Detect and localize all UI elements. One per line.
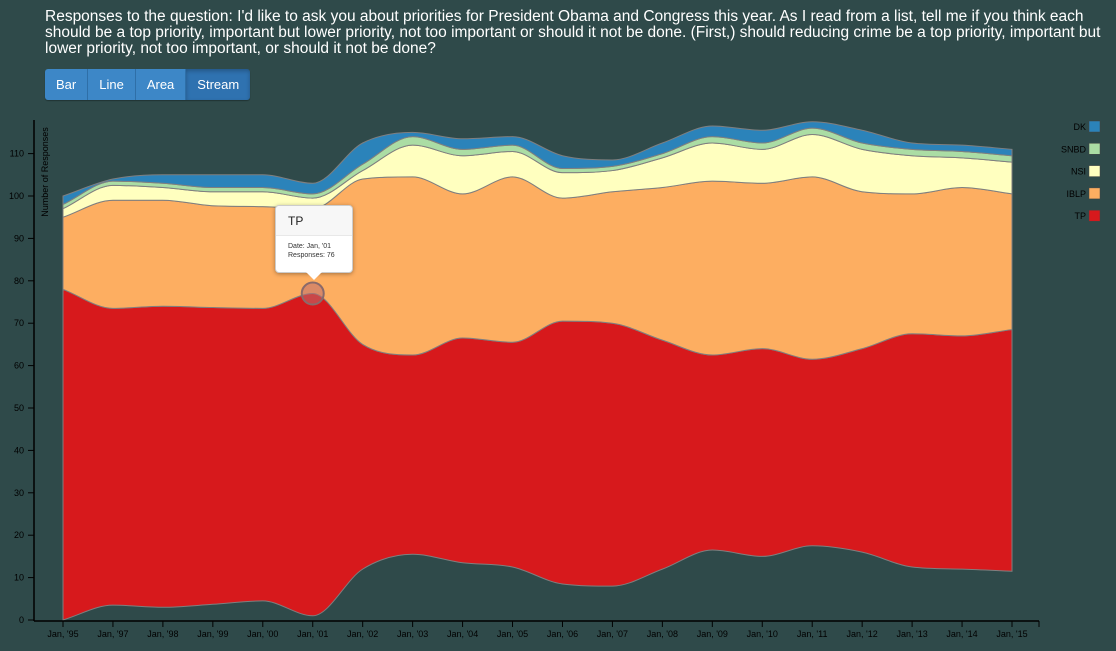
x-tick-label: Jan, '10 [747,629,778,639]
x-tick-label: Jan, '07 [597,629,628,639]
legend-swatch-iblp[interactable] [1088,187,1101,200]
hover-point-marker[interactable] [300,281,325,306]
line-button[interactable]: Line [88,69,136,100]
x-tick-label: Jan, '00 [247,629,278,639]
y-tick-label: 110 [10,149,24,159]
area-button[interactable]: Area [135,69,187,100]
x-tick-label: Jan, '09 [697,629,728,639]
legend-swatch-dk[interactable] [1088,120,1101,133]
x-tick-label: Jan, '05 [497,629,528,639]
y-tick-label: 10 [14,573,24,583]
x-tick-label: Jan, '04 [447,629,478,639]
y-tick-label: 40 [14,445,24,455]
legend-label-nsi: NSI [1071,167,1086,177]
x-tick-label: Jan, '99 [197,629,228,639]
y-tick-label: 30 [14,488,24,498]
x-tick-label: Jan, '97 [97,629,128,639]
area-dk[interactable] [62,121,1013,206]
tooltip-arrow [306,272,322,280]
y-tick-label: 60 [14,361,24,371]
x-tick-label: Jan, '12 [847,629,878,639]
y-tick-label: 100 [9,191,24,201]
legend-swatch-snbd[interactable] [1088,143,1101,155]
y-tick-label: 80 [14,276,24,286]
tooltip-responses: Responses: 76 [288,252,335,259]
x-tick-label: Jan, '01 [297,629,328,639]
y-tick-label: 20 [14,530,24,540]
x-tick-label: Jan, '13 [896,629,927,639]
hover-marker-group [300,281,325,306]
x-tick-label: Jan, '02 [347,629,378,639]
x-tick-label: Jan, '15 [996,629,1027,639]
tooltip-series: TP [276,206,352,236]
chart-axes: 0 10 20 30 40 50 60 70 80 90 100 110 Jan, '95 Jan, '9… [9,120,1040,639]
y-axis-title: Number of Responses [40,127,50,217]
chart-type-toolbar: Bar Line Area Stream [45,69,251,100]
legend-swatch-tp[interactable] [1088,209,1101,222]
x-tick-label: Jan, '95 [47,629,78,639]
bar-button[interactable]: Bar [45,69,89,100]
legend-swatch-nsi[interactable] [1088,165,1101,177]
x-tick-label: Jan, '03 [397,629,428,639]
stream-button[interactable]: Stream [186,69,251,100]
legend: DK SNBD NSI IBLP TP [1061,120,1101,222]
y-tick-label: 0 [19,615,24,625]
tooltip: TP Date: Jan, '01 Responses: 76 [275,205,353,280]
x-tick-label: Jan, '98 [147,629,178,639]
legend-label-dk: DK [1073,122,1086,132]
y-tick-label: 90 [14,233,24,243]
series-areas [62,121,1013,621]
x-tick-label: Jan, '14 [946,629,977,639]
x-tick-label: Jan, '08 [647,629,678,639]
legend-label-snbd: SNBD [1061,144,1087,154]
legend-label-tp: TP [1074,211,1086,221]
tooltip-date: Date: Jan, '01 [288,243,331,250]
x-tick-label: Jan, '06 [547,629,578,639]
y-tick-label: 70 [14,318,24,328]
x-tick-label: Jan, '11 [797,629,828,639]
chart-title: Responses to the question: I'd like to a… [45,8,1101,57]
y-tick-label: 50 [14,403,24,413]
legend-label-iblp: IBLP [1066,189,1086,199]
